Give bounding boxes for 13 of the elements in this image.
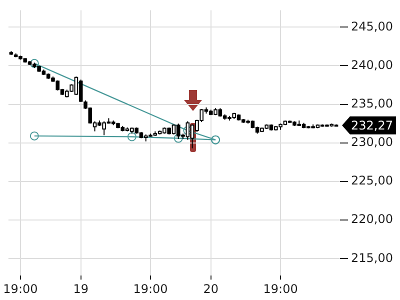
x-tick-label: 20 bbox=[203, 282, 219, 296]
y-tick-label: 230,00 bbox=[351, 135, 393, 150]
y-tick-label: 245,00 bbox=[351, 19, 393, 34]
text: 232,27 bbox=[351, 118, 393, 133]
y-tick-label: 215,00 bbox=[351, 250, 393, 265]
x-tick-label: 19:00 bbox=[133, 282, 168, 296]
y-tick-label: 235,00 bbox=[351, 96, 393, 110]
x-tick-label: 19:00 bbox=[3, 282, 38, 296]
y-tick-label: 240,00 bbox=[351, 58, 393, 72]
x-tick-label: 19:00 bbox=[263, 282, 298, 296]
y-tick-label: 225,00 bbox=[351, 174, 393, 188]
y-tick-label: 220,00 bbox=[351, 212, 393, 226]
x-tick-label: 19 bbox=[73, 282, 88, 296]
